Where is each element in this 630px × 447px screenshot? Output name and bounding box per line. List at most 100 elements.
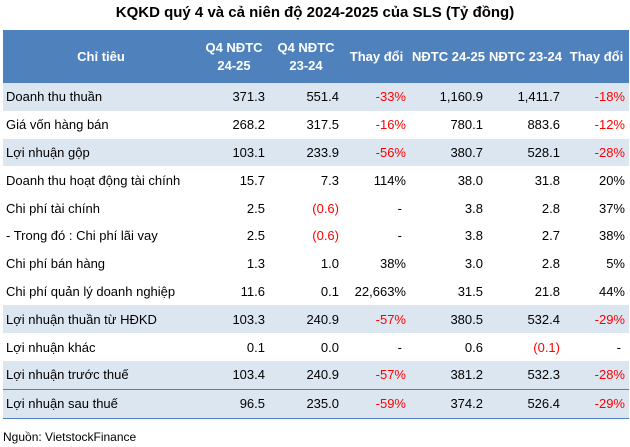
row-label: Lợi nhuận khác	[6, 339, 96, 355]
row-value: (0.1)	[533, 339, 560, 355]
row-value: 44%	[598, 283, 625, 299]
row-value: 103.4	[199, 360, 269, 390]
row-value: -	[397, 228, 402, 244]
row-value: -	[616, 339, 621, 355]
row-value: 11.6	[240, 283, 265, 299]
row-value: -57%	[343, 360, 410, 390]
row-label: - Trong đó : Chi phí lãi vay	[6, 228, 158, 244]
row-value: -28%	[564, 138, 629, 167]
row-value: 38.0	[457, 172, 483, 188]
table-row: Chi phí quản lý doanh nghiệp 11.6 0.1 22,66…	[3, 278, 629, 306]
row-value: 2.8	[541, 200, 560, 216]
table-row: Chi phí tài chính 2.5 (0.6) - 3.8 2.8 37%	[3, 194, 629, 222]
row-value: 0.6	[464, 339, 483, 355]
row-value: 20%	[598, 172, 625, 188]
row-value: -29%	[564, 305, 629, 334]
row-label: Lợi nhuận trước thuế	[3, 360, 199, 390]
row-value: 22,663%	[354, 283, 406, 299]
table-row: Lợi nhuận thuần từ HĐKD 103.3 240.9 -57% 380…	[3, 305, 629, 334]
table-row: Doanh thu thuần 371.3 551.4 -33% 1,160.9 1,41…	[3, 83, 629, 111]
table-title: KQKD quý 4 và cả niên độ 2024-2025 của S…	[115, 4, 515, 21]
header-q4-change: Thay đổi	[343, 30, 410, 83]
row-value: 268.2	[232, 117, 265, 133]
row-value: 31.8	[534, 172, 560, 188]
row-value: -28%	[564, 360, 629, 390]
row-value: 532.4	[487, 305, 564, 334]
row-label: Doanh thu thuần	[3, 83, 199, 111]
row-value: 233.9	[269, 138, 343, 167]
header-q4-2425: Q4 NĐTC 24-25	[199, 30, 269, 83]
row-value: 317.5	[306, 117, 339, 133]
row-value: 96.5	[199, 388, 269, 419]
header-fy-change: Thay đổi	[564, 30, 629, 83]
row-value: -	[397, 200, 402, 216]
table-row: - Trong đó : Chi phí lãi vay 2.5 (0.6) - 3.8…	[3, 222, 629, 250]
row-value: 3.8	[464, 200, 483, 216]
row-label: Lợi nhuận sau thuế	[3, 388, 199, 419]
row-value: (0.6)	[312, 200, 339, 216]
row-value: 5%	[606, 256, 625, 272]
row-value: 380.5	[410, 305, 487, 334]
row-value: 2.7	[541, 228, 560, 244]
row-value: 1,160.9	[410, 83, 487, 111]
row-value: -33%	[343, 83, 410, 111]
row-value: 103.1	[199, 138, 269, 167]
row-value: (0.6)	[312, 228, 339, 244]
row-value: -59%	[343, 388, 410, 419]
row-value: 0.1	[320, 283, 339, 299]
row-value: 2.8	[541, 256, 560, 272]
row-value: 15.7	[239, 172, 265, 188]
row-value: 38%	[379, 256, 406, 272]
row-value: 240.9	[269, 360, 343, 390]
row-value: 381.2	[410, 360, 487, 390]
row-value: 7.3	[320, 172, 339, 188]
row-label: Lợi nhuận thuần từ HĐKD	[3, 305, 199, 334]
row-value: 1.0	[320, 256, 339, 272]
row-value: 0.0	[320, 339, 339, 355]
row-value: -56%	[343, 138, 410, 167]
row-value: 0.1	[246, 339, 265, 355]
row-value: 31.5	[457, 283, 483, 299]
row-value: -16%	[375, 117, 406, 133]
row-label: Lợi nhuận gộp	[3, 138, 199, 167]
row-label: Giá vốn hàng bán	[6, 117, 109, 133]
table-row: Lợi nhuận khác 0.1 0.0 - 0.6 (0.1) -	[3, 333, 629, 361]
row-value: 21.8	[534, 283, 560, 299]
row-value: 380.7	[410, 138, 487, 167]
table-row: Lợi nhuận sau thuế 96.5 235.0 -59% 374.2 526.…	[3, 388, 629, 419]
table-row: Chi phí bán hàng 1.3 1.0 38% 3.0 2.8 5%	[3, 250, 629, 278]
header-fy-2425: NĐTC 24-25	[410, 30, 487, 83]
row-value: 780.1	[450, 117, 483, 133]
row-value: 883.6	[527, 117, 560, 133]
row-value: 551.4	[269, 83, 343, 111]
header-indicator: Chỉ tiêu	[3, 30, 199, 83]
row-value: 240.9	[269, 305, 343, 334]
header-q4-2324: Q4 NĐTC 23-24	[269, 30, 343, 83]
row-value: 38%	[598, 228, 625, 244]
table-row: Lợi nhuận gộp 103.1 233.9 -56% 380.7 528.1 -28…	[3, 138, 629, 167]
header-row: Chỉ tiêu Q4 NĐTC 24-25 Q4 NĐTC 23-24 Tha…	[3, 30, 629, 83]
row-value: -29%	[564, 388, 629, 419]
table-row: Doanh thu hoạt động tài chính 15.7 7.3 114%…	[3, 166, 629, 194]
row-value: 374.2	[410, 388, 487, 419]
header-fy-2324: NĐTC 23-24	[487, 30, 564, 83]
row-value: -57%	[343, 305, 410, 334]
row-value: 2.5	[246, 200, 265, 216]
row-value: 37%	[598, 200, 625, 216]
row-label: Chi phí bán hàng	[6, 256, 106, 272]
row-value: 3.8	[464, 228, 483, 244]
row-value: -18%	[564, 83, 629, 111]
row-value: 532.3	[487, 360, 564, 390]
row-value: 2.5	[246, 228, 265, 244]
row-value: 1,411.7	[487, 83, 564, 111]
row-value: 3.0	[464, 256, 483, 272]
row-label: Chi phí quản lý doanh nghiệp	[6, 283, 176, 299]
table-row: Lợi nhuận trước thuế 103.4 240.9 -57% 381.2 5…	[3, 360, 629, 390]
row-value: 103.3	[199, 305, 269, 334]
row-value: 528.1	[487, 138, 564, 167]
row-value: 371.3	[199, 83, 269, 111]
row-label: Doanh thu hoạt động tài chính	[6, 172, 181, 188]
row-value: 235.0	[269, 388, 343, 419]
row-value: 1.3	[246, 256, 265, 272]
row-value: -	[397, 339, 402, 355]
